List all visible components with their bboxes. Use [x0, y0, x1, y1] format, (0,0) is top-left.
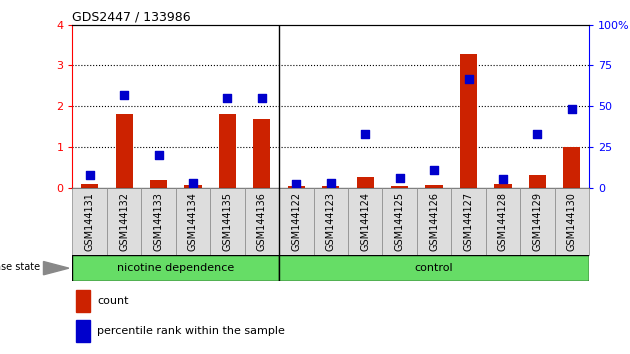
Bar — [554, 188, 589, 255]
Text: GSM144126: GSM144126 — [429, 192, 439, 251]
Text: disease state: disease state — [0, 262, 40, 272]
Text: GSM144136: GSM144136 — [257, 192, 267, 251]
Point — [464, 76, 474, 81]
Point — [326, 180, 336, 185]
Bar — [72, 255, 279, 281]
Text: GSM144128: GSM144128 — [498, 192, 508, 251]
Bar — [279, 255, 589, 281]
Text: GSM144133: GSM144133 — [154, 192, 164, 251]
Point — [257, 95, 267, 101]
Text: GSM144134: GSM144134 — [188, 192, 198, 251]
Text: GSM144124: GSM144124 — [360, 192, 370, 251]
Point — [154, 152, 164, 158]
Bar — [529, 176, 546, 188]
Bar — [176, 188, 210, 255]
Bar — [76, 290, 91, 312]
Text: GSM144135: GSM144135 — [222, 192, 232, 251]
Bar — [107, 188, 141, 255]
Point — [291, 182, 301, 187]
Bar — [322, 186, 340, 188]
Bar — [288, 186, 305, 188]
Bar — [210, 188, 244, 255]
Bar — [115, 114, 133, 188]
Bar — [417, 188, 451, 255]
Bar — [150, 180, 167, 188]
Point — [532, 131, 542, 137]
Bar — [219, 114, 236, 188]
Text: nicotine dependence: nicotine dependence — [117, 263, 234, 273]
Point — [567, 107, 577, 112]
Text: count: count — [97, 296, 129, 306]
Text: GSM144123: GSM144123 — [326, 192, 336, 251]
Text: GSM144131: GSM144131 — [84, 192, 94, 251]
Bar — [520, 188, 554, 255]
Bar — [76, 320, 91, 342]
Text: GSM144130: GSM144130 — [567, 192, 577, 251]
Text: GSM144127: GSM144127 — [464, 192, 474, 251]
Point — [188, 180, 198, 185]
Text: GSM144122: GSM144122 — [291, 192, 301, 251]
Bar — [185, 185, 202, 188]
Bar — [244, 188, 279, 255]
Text: GSM144125: GSM144125 — [394, 192, 404, 251]
Bar — [486, 188, 520, 255]
Text: GSM144132: GSM144132 — [119, 192, 129, 251]
Bar — [451, 188, 486, 255]
Bar — [563, 147, 580, 188]
Bar — [81, 184, 98, 188]
Text: GDS2447 / 133986: GDS2447 / 133986 — [72, 11, 191, 24]
Bar — [141, 188, 176, 255]
Bar — [348, 188, 382, 255]
Bar — [495, 184, 512, 188]
Point — [222, 95, 232, 101]
Bar — [460, 55, 477, 188]
Bar — [357, 177, 374, 188]
Text: GSM144129: GSM144129 — [532, 192, 542, 251]
Bar — [314, 188, 348, 255]
Text: control: control — [415, 263, 454, 273]
Point — [360, 131, 370, 137]
Bar — [382, 188, 417, 255]
Bar — [391, 185, 408, 188]
Bar — [279, 188, 314, 255]
Point — [498, 177, 508, 182]
Point — [84, 172, 94, 177]
Bar — [425, 185, 443, 188]
Bar — [72, 188, 107, 255]
Text: percentile rank within the sample: percentile rank within the sample — [97, 326, 285, 336]
Point — [429, 167, 439, 172]
Bar — [253, 119, 270, 188]
Point — [394, 175, 404, 181]
Point — [119, 92, 129, 98]
Polygon shape — [43, 262, 69, 275]
